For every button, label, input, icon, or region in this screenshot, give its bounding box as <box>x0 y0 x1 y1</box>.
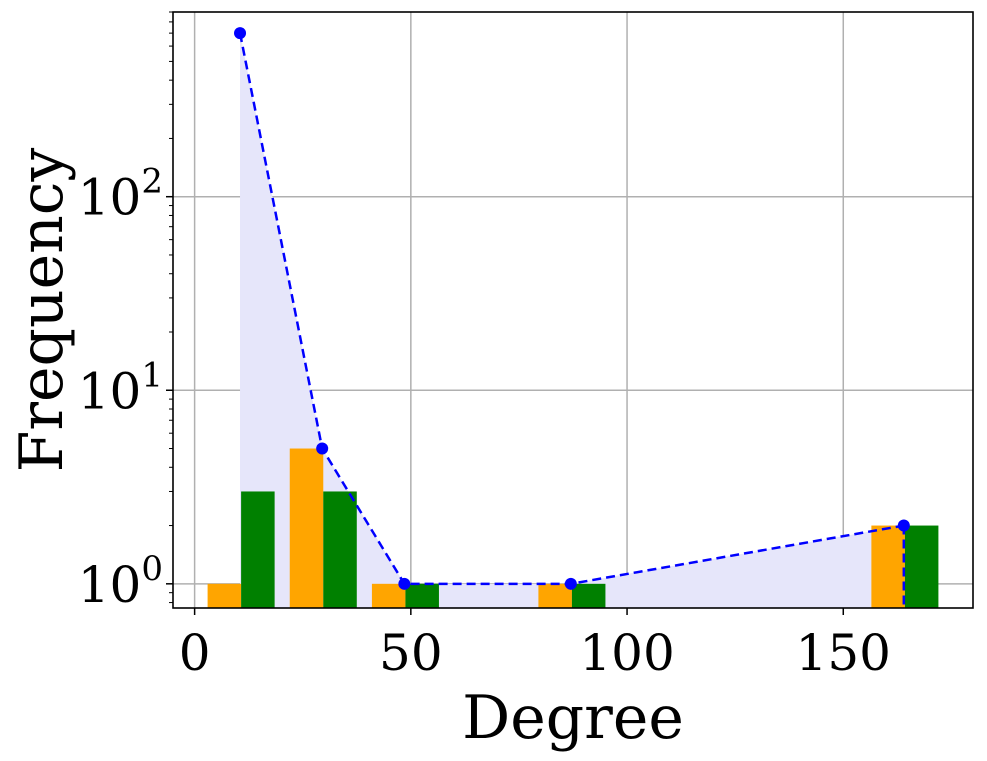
axis-ticks: 0 50 100 150 100 101 102 <box>78 11 891 682</box>
orange-bar <box>371 583 406 608</box>
orange-bar <box>538 583 572 608</box>
x-tick-label: 100 <box>579 624 674 682</box>
y-axis-title: Frequency <box>7 148 77 473</box>
orange-bar <box>871 525 905 608</box>
green-bar <box>904 525 939 608</box>
orange-bar <box>289 448 324 608</box>
x-tick-label: 150 <box>796 624 891 682</box>
plot-frame <box>172 11 974 609</box>
x-tick-label: 50 <box>379 624 443 682</box>
line-point <box>234 27 247 40</box>
x-tick-label: 0 <box>179 624 211 682</box>
green-bar <box>571 583 606 608</box>
histogram-bars <box>207 448 939 608</box>
green-bar <box>323 491 357 608</box>
frequency-line <box>234 27 910 608</box>
y-tick-label: 101 <box>78 355 163 420</box>
line-point <box>398 577 411 590</box>
y-tick-label: 102 <box>78 162 163 227</box>
line-point <box>564 577 577 590</box>
x-axis-title: Degree <box>462 683 684 753</box>
line-point <box>897 519 910 532</box>
green-bar <box>241 491 275 608</box>
line-point <box>316 442 329 455</box>
green-bar <box>405 583 439 608</box>
axes <box>172 11 974 609</box>
y-tick-label: 100 <box>78 549 163 614</box>
orange-bar <box>207 583 242 608</box>
